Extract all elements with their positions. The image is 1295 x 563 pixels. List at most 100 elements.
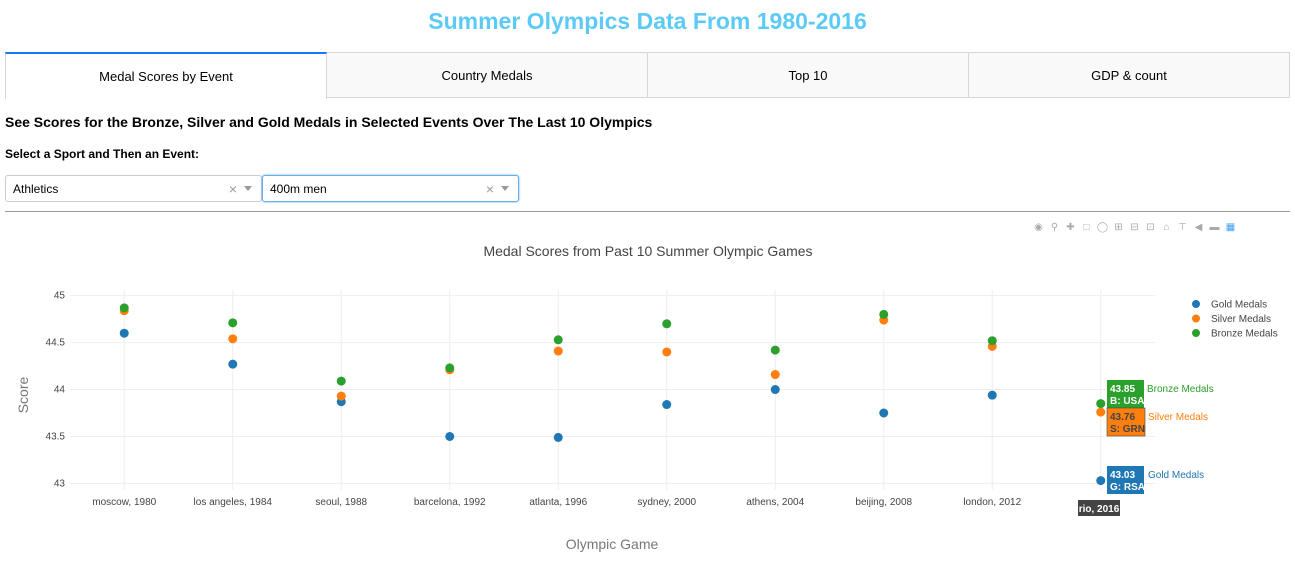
point-silver-medals[interactable] xyxy=(770,370,780,380)
point-gold-medals[interactable] xyxy=(119,328,129,338)
point-bronze-medals[interactable] xyxy=(987,336,997,346)
point-bronze-medals[interactable] xyxy=(770,345,780,355)
point-silver-medals[interactable] xyxy=(662,347,672,357)
y-tick-label: 45 xyxy=(54,291,66,302)
sport-dropdown[interactable]: Athletics × xyxy=(5,175,262,202)
legend[interactable]: Gold Medals Silver Medals Bronze Medals xyxy=(1192,300,1278,340)
y-tick-label: 44 xyxy=(54,385,66,396)
hover-silver-label: S: GRN xyxy=(1110,424,1145,435)
legend-marker xyxy=(1192,300,1200,308)
x-tick-label: beijing, 2008 xyxy=(855,497,912,508)
point-gold-medals[interactable] xyxy=(987,390,997,400)
x-tick-label: los angeles, 1984 xyxy=(194,497,273,508)
y-axis-title: Score xyxy=(15,377,31,414)
sport-chevron-down-icon[interactable] xyxy=(244,186,252,191)
point-gold-medals[interactable] xyxy=(879,408,889,418)
x-tick-labels: moscow, 1980 los angeles, 1984 seoul, 1988… xyxy=(92,497,1021,508)
hover-compare-icon[interactable]: ▬ xyxy=(1209,222,1220,233)
autoscale-icon[interactable]: ⊡ xyxy=(1146,222,1155,233)
event-chevron-down-icon[interactable] xyxy=(501,186,509,191)
hover-x-value: rio, 2016 xyxy=(1079,504,1120,515)
legend-item[interactable]: Silver Medals xyxy=(1192,314,1271,325)
pan-icon[interactable]: ✚ xyxy=(1066,222,1075,233)
sport-clear-icon[interactable]: × xyxy=(228,180,238,197)
app-title: Summer Olympics Data From 1980-2016 xyxy=(428,8,867,34)
y-tick-label: 43 xyxy=(54,478,66,489)
legend-item[interactable]: Gold Medals xyxy=(1192,300,1267,311)
camera-icon[interactable]: ◉ xyxy=(1034,222,1043,233)
point-bronze-medals[interactable] xyxy=(119,303,129,313)
tab-country-medals[interactable]: Country Medals xyxy=(326,52,648,97)
tab-bar: Medal Scores by Event Country Medals Top… xyxy=(5,52,1290,99)
reset-axes-icon[interactable]: ⌂ xyxy=(1163,222,1170,233)
hover-bronze-name: Bronze Medals xyxy=(1147,384,1214,395)
chart-title: Medal Scores from Past 10 Summer Olympic… xyxy=(483,243,812,259)
point-bronze-medals[interactable] xyxy=(228,318,238,328)
x-tick-label: athens, 2004 xyxy=(746,497,804,508)
y-gridlines xyxy=(70,295,1155,484)
event-clear-icon[interactable]: × xyxy=(485,180,495,197)
sport-dropdown-value: Athletics xyxy=(13,181,59,196)
hover-bronze-value: 43.85 xyxy=(1110,384,1135,395)
point-silver-medals[interactable] xyxy=(336,391,346,401)
point-silver-medals[interactable] xyxy=(553,346,563,356)
y-tick-label: 43.5 xyxy=(46,431,66,442)
point-bronze-medals[interactable] xyxy=(445,363,455,373)
modebar: ◉ ⚲ ✚ □ ◯ ⊞ ⊟ ⊡ ⌂ ⊤ ◀ ▬ ▦ xyxy=(1032,221,1237,237)
point-gold-medals[interactable] xyxy=(1096,476,1106,486)
hover-labels: 43.85 B: USA Bronze Medals 43.76 S: GRN … xyxy=(1078,380,1214,516)
x-tick-label: atlanta, 1996 xyxy=(529,497,587,508)
lasso-icon[interactable]: ◯ xyxy=(1096,222,1109,233)
data-points[interactable] xyxy=(119,303,1106,486)
point-bronze-medals[interactable] xyxy=(553,335,563,345)
point-gold-medals[interactable] xyxy=(662,400,672,410)
event-dropdown[interactable]: 400m men × xyxy=(262,175,519,202)
event-dropdown-value: 400m men xyxy=(270,181,327,196)
x-tick-label: sydney, 2000 xyxy=(637,497,696,508)
point-gold-medals[interactable] xyxy=(553,432,563,442)
zoom-out-icon[interactable]: ⊟ xyxy=(1130,222,1139,233)
zoom-icon[interactable]: ⚲ xyxy=(1050,222,1059,233)
hover-gold: 43.03 G: RSA Gold Medals xyxy=(1107,466,1204,494)
point-silver-medals[interactable] xyxy=(228,334,238,344)
hover-gold-name: Gold Medals xyxy=(1148,470,1204,481)
spike-lines-icon[interactable]: ⊤ xyxy=(1178,222,1187,233)
point-gold-medals[interactable] xyxy=(228,359,238,369)
zoom-in-icon[interactable]: ⊞ xyxy=(1114,222,1123,233)
hover-closest-icon[interactable]: ◀ xyxy=(1194,222,1203,233)
y-tick-labels: 43 43.5 44 44.5 45 xyxy=(46,291,66,490)
x-tick-label: barcelona, 1992 xyxy=(414,497,486,508)
box-select-icon[interactable]: □ xyxy=(1083,222,1090,233)
legend-label: Silver Medals xyxy=(1211,314,1271,325)
tab-top-10[interactable]: Top 10 xyxy=(647,52,969,97)
hover-x-label: rio, 2016 xyxy=(1078,500,1120,516)
tab-gdp-count[interactable]: GDP & count xyxy=(968,52,1290,97)
hover-gold-label: G: RSA xyxy=(1110,482,1145,493)
legend-label: Bronze Medals xyxy=(1211,329,1278,340)
select-label: Select a Sport and Then an Event: xyxy=(5,147,200,161)
plotly-logo-icon[interactable]: ▦ xyxy=(1225,222,1236,233)
divider xyxy=(5,211,1290,212)
hover-bronze-label: B: USA xyxy=(1110,396,1144,407)
point-bronze-medals[interactable] xyxy=(1096,399,1106,409)
hover-silver-value: 43.76 xyxy=(1110,412,1135,423)
y-tick-label: 44.5 xyxy=(46,338,66,349)
point-silver-medals[interactable] xyxy=(1096,407,1106,417)
point-gold-medals[interactable] xyxy=(770,385,780,395)
hover-bronze: 43.85 B: USA Bronze Medals xyxy=(1107,380,1214,408)
medal-scores-chart[interactable]: Medal Scores from Past 10 Summer Olympic… xyxy=(0,235,1295,563)
tab-medal-scores[interactable]: Medal Scores by Event xyxy=(5,52,327,99)
legend-item[interactable]: Bronze Medals xyxy=(1192,329,1278,340)
point-bronze-medals[interactable] xyxy=(662,319,672,329)
legend-marker xyxy=(1192,314,1200,323)
point-gold-medals[interactable] xyxy=(445,431,455,441)
point-bronze-medals[interactable] xyxy=(879,309,889,319)
hover-silver: 43.76 S: GRN Silver Medals xyxy=(1106,407,1208,437)
point-bronze-medals[interactable] xyxy=(336,376,346,386)
x-tick-label: seoul, 1988 xyxy=(315,497,367,508)
legend-marker xyxy=(1192,329,1200,337)
section-heading: See Scores for the Bronze, Silver and Go… xyxy=(5,114,653,130)
hover-gold-value: 43.03 xyxy=(1110,470,1135,481)
x-tick-label: moscow, 1980 xyxy=(92,497,156,508)
x-axis-title: Olympic Game xyxy=(566,536,659,552)
